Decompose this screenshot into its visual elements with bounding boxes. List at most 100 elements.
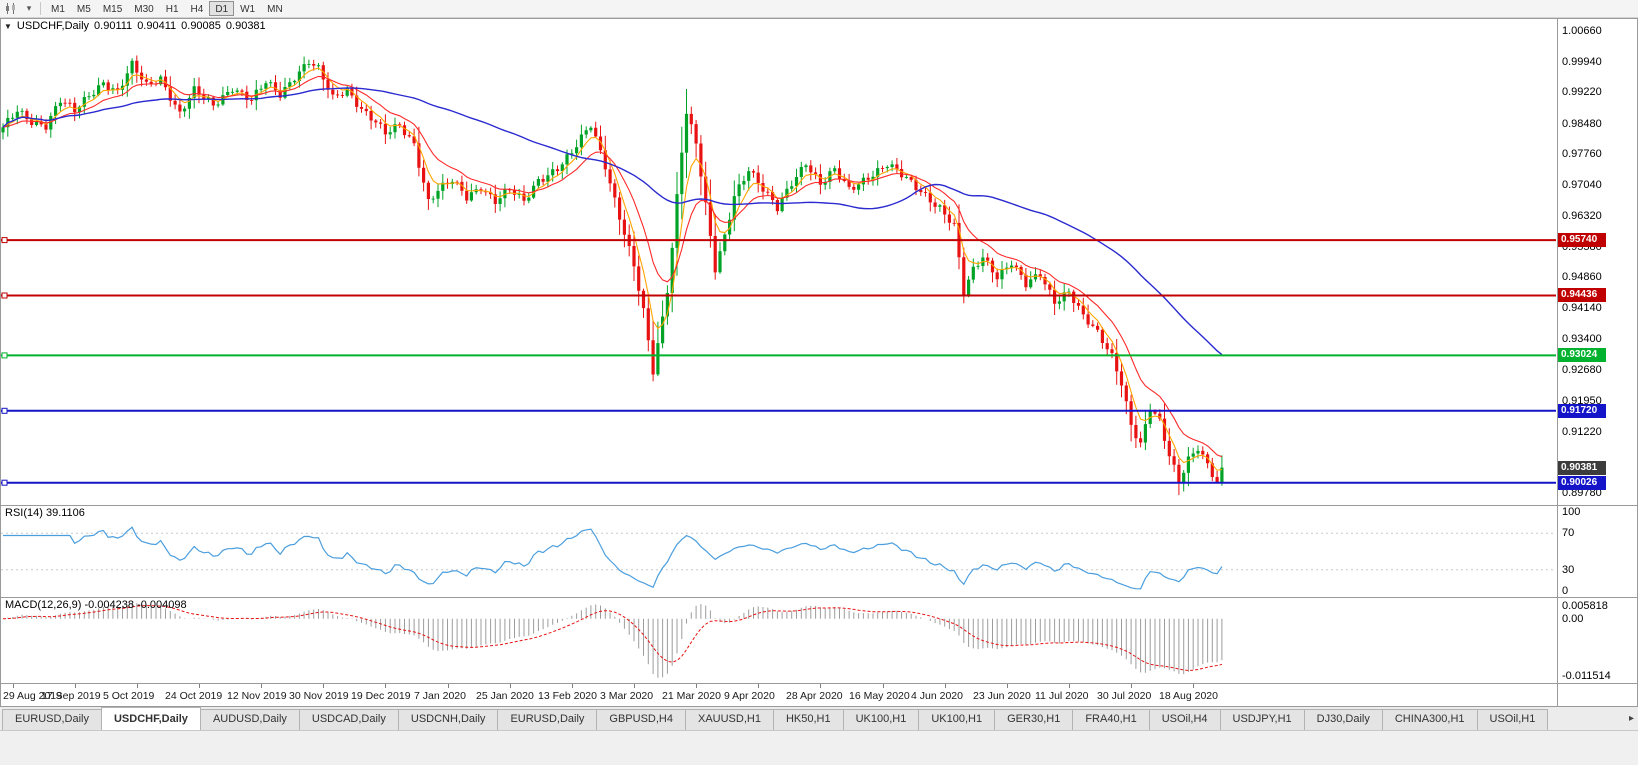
date-axis-label: 25 Jan 2020 bbox=[476, 690, 534, 702]
chart-tab-xauusd-h1[interactable]: XAUUSD,H1 bbox=[684, 709, 774, 730]
date-tick bbox=[1193, 684, 1194, 688]
timeframe-button-h1[interactable]: H1 bbox=[165, 4, 179, 15]
chart-tab-gbpusd-h4[interactable]: GBPUSD,H4 bbox=[596, 709, 686, 730]
macd-chart[interactable] bbox=[1, 598, 1556, 683]
chart-tab-audusd-daily[interactable]: AUDUSD,Daily bbox=[199, 709, 300, 730]
date-tick bbox=[572, 684, 573, 688]
price-axis-label: 0.94860 bbox=[1562, 271, 1602, 283]
date-tick bbox=[13, 684, 14, 688]
date-axis-label: 19 Dec 2019 bbox=[351, 690, 411, 702]
macd-axis[interactable]: 0.005818 0.00 -0.011514 bbox=[1557, 598, 1637, 683]
hline-handle[interactable] bbox=[1, 407, 8, 414]
timeframe-button-m15[interactable]: M15 bbox=[102, 4, 123, 15]
price-axis-label: 1.00660 bbox=[1562, 25, 1602, 37]
price-high: 0.90411 bbox=[137, 20, 177, 32]
macd-axis-label-zero: 0.00 bbox=[1562, 613, 1584, 625]
chart-tab-fra40-h1[interactable]: FRA40,H1 bbox=[1072, 709, 1150, 730]
timeframe-button-d1[interactable]: D1 bbox=[209, 1, 235, 16]
price-axis-label: 0.97760 bbox=[1562, 148, 1602, 160]
rsi-plot[interactable]: RSI(14) 39.1106 bbox=[1, 506, 1557, 597]
chart-tab-usdcad-daily[interactable]: USDCAD,Daily bbox=[298, 709, 399, 730]
timeframe-button-w1[interactable]: W1 bbox=[240, 4, 256, 15]
main-chart-plot[interactable]: ▼ USDCHF,Daily 0.90111 0.90411 0.90085 0… bbox=[1, 19, 1557, 505]
chart-type-icon[interactable] bbox=[2, 1, 20, 17]
mini-candles-glyph bbox=[5, 3, 15, 14]
timeframe-button-m5[interactable]: M5 bbox=[76, 4, 91, 15]
date-tick bbox=[385, 684, 386, 688]
date-tick bbox=[696, 684, 697, 688]
timeframe-button-mn[interactable]: MN bbox=[267, 4, 283, 15]
date-tick bbox=[323, 684, 324, 688]
chart-header: ▼ USDCHF,Daily 0.90111 0.90411 0.90085 0… bbox=[4, 20, 266, 32]
chart-menu-icon[interactable]: ▼ bbox=[4, 21, 12, 31]
macd-signal-line bbox=[2, 605, 1223, 671]
date-axis-label: 12 Nov 2019 bbox=[227, 690, 287, 702]
timeframe-button-m30[interactable]: M30 bbox=[134, 4, 154, 15]
candle-wicks-up bbox=[2, 56, 1223, 492]
chart-tab-dj30-daily[interactable]: DJ30,Daily bbox=[1303, 709, 1383, 730]
tab-scroll-right-icon[interactable]: ▸ bbox=[1628, 713, 1634, 724]
chart-tab-hk50-h1[interactable]: HK50,H1 bbox=[772, 709, 844, 730]
price-close: 0.90381 bbox=[225, 20, 266, 32]
chart-tab-usdjpy-h1[interactable]: USDJPY,H1 bbox=[1219, 709, 1305, 730]
rsi-axis[interactable]: 100 70 30 0 bbox=[1557, 506, 1637, 597]
hline-handle[interactable] bbox=[1, 237, 8, 244]
timeframe-toolbar: ▾ M1 M5 M15 M30 H1 H4 D1 W1 MN bbox=[0, 0, 1638, 18]
date-axis[interactable]: 29 Aug 2019 17 Sep 2019 5 Oct 2019 24 Oct 2… bbox=[1, 684, 1557, 706]
macd-histogram bbox=[7, 603, 1223, 678]
candle-bodies-down bbox=[25, 60, 1219, 483]
price-axis[interactable]: 1.00660 0.99940 0.99220 0.98480 0.97760 0.970… bbox=[1557, 19, 1637, 505]
rsi-axis-label: 100 bbox=[1562, 506, 1581, 518]
chart-tab-eurusd-daily[interactable]: EURUSD,Daily bbox=[2, 709, 102, 730]
price-axis-label: 0.99940 bbox=[1562, 56, 1602, 68]
date-axis-label: 23 Jun 2020 bbox=[973, 690, 1031, 702]
chart-window: ▼ USDCHF,Daily 0.90111 0.90411 0.90085 0… bbox=[0, 18, 1638, 707]
chart-tab-usoil-h4[interactable]: USOil,H4 bbox=[1148, 709, 1221, 730]
ma-line-medium bbox=[2, 75, 1223, 458]
candlestick-chart[interactable] bbox=[1, 19, 1556, 505]
last-price-tag: 0.90381 bbox=[1558, 461, 1606, 475]
hline-price-tag: 0.95740 bbox=[1558, 233, 1606, 247]
date-axis-row: 29 Aug 2019 17 Sep 2019 5 Oct 2019 24 Oct 2… bbox=[1, 683, 1637, 706]
timeframe-button-h4[interactable]: H4 bbox=[190, 4, 204, 15]
hline-price-tag: 0.91720 bbox=[1558, 404, 1606, 418]
chart-tab-ger30-h1[interactable]: GER30,H1 bbox=[994, 709, 1074, 730]
date-axis-label: 3 Mar 2020 bbox=[600, 690, 654, 702]
date-axis-label: 5 Oct 2019 bbox=[103, 690, 155, 702]
chart-tab-eurusd-daily[interactable]: EURUSD,Daily bbox=[497, 709, 598, 730]
chart-tab-china300-h1[interactable]: CHINA300,H1 bbox=[1381, 709, 1478, 730]
candle-wicks-down bbox=[26, 55, 1218, 496]
rsi-chart[interactable] bbox=[1, 506, 1556, 597]
chart-tab-uk100-h1[interactable]: UK100,H1 bbox=[842, 709, 920, 730]
hline-price-tag: 0.90026 bbox=[1558, 476, 1606, 490]
date-tick bbox=[137, 684, 138, 688]
chart-symbol-period: USDCHF,Daily bbox=[16, 20, 90, 32]
timeframe-button-m1[interactable]: M1 bbox=[51, 4, 65, 15]
price-axis-label: 0.89780 bbox=[1562, 487, 1602, 499]
chart-tab-uk100-h1[interactable]: UK100,H1 bbox=[918, 709, 996, 730]
hline-price-tag: 0.94436 bbox=[1558, 288, 1606, 302]
chart-tab-usoil-h1[interactable]: USOil,H1 bbox=[1476, 709, 1549, 730]
date-axis-corner bbox=[1557, 684, 1637, 706]
macd-plot[interactable]: MACD(12,26,9) -0.004238 -0.004098 bbox=[1, 598, 1557, 683]
hline-handle[interactable] bbox=[1, 479, 8, 486]
price-axis-label: 0.99220 bbox=[1562, 86, 1602, 98]
chart-tab-usdchf-daily[interactable]: USDCHF,Daily bbox=[100, 707, 201, 730]
date-axis-label: 9 Apr 2020 bbox=[724, 690, 775, 702]
chart-tab-usdcnh-daily[interactable]: USDCNH,Daily bbox=[397, 709, 499, 730]
price-axis-label: 0.98480 bbox=[1562, 118, 1602, 130]
date-tick bbox=[634, 684, 635, 688]
date-tick bbox=[945, 684, 946, 688]
hline-handle[interactable] bbox=[1, 352, 8, 359]
price-axis-label: 0.91220 bbox=[1562, 426, 1602, 438]
hline-handle[interactable] bbox=[1, 292, 8, 299]
date-tick bbox=[758, 684, 759, 688]
chart-dropdown-icon[interactable]: ▾ bbox=[26, 3, 32, 13]
rsi-indicator-label: RSI(14) 39.1106 bbox=[5, 507, 85, 519]
date-tick bbox=[1007, 684, 1008, 688]
date-tick bbox=[883, 684, 884, 688]
price-axis-label: 0.97040 bbox=[1562, 179, 1602, 191]
macd-indicator-label: MACD(12,26,9) -0.004238 -0.004098 bbox=[5, 599, 187, 611]
date-tick bbox=[75, 684, 76, 688]
